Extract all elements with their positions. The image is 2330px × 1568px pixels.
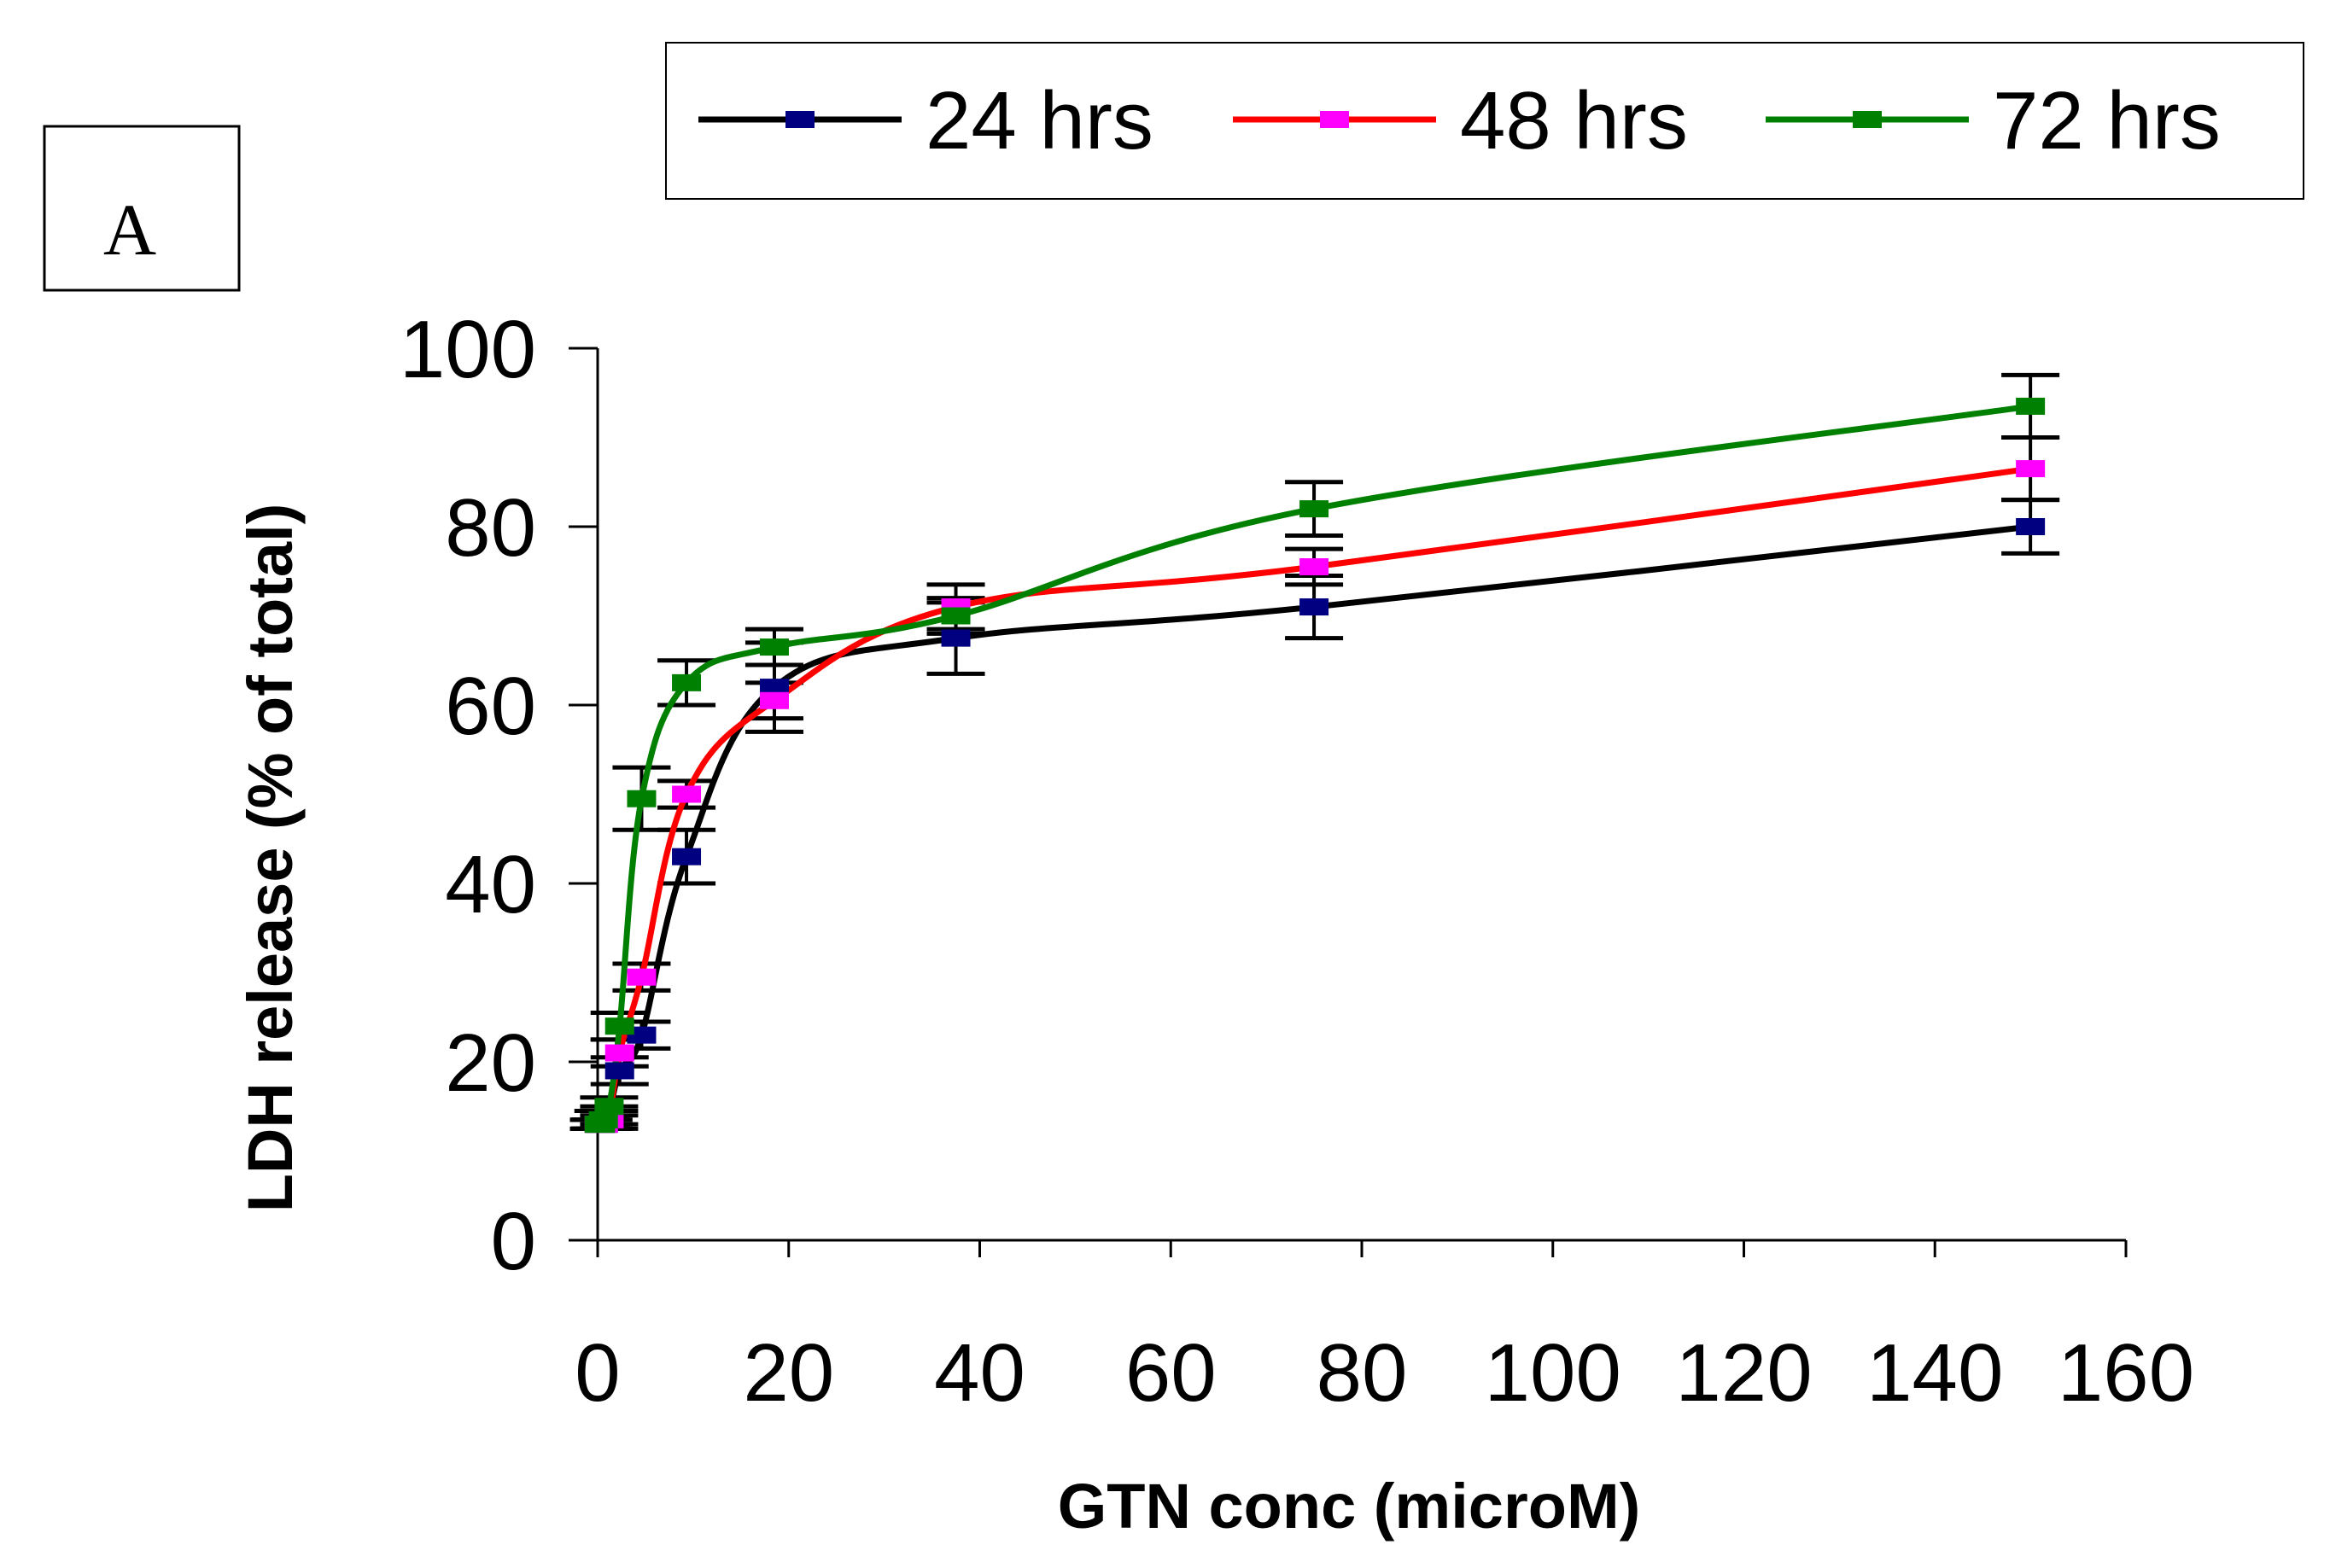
data-point-marker: [604, 1044, 634, 1062]
data-point-marker: [627, 968, 657, 986]
data-point-marker: [2016, 518, 2046, 535]
data-point-marker: [1299, 598, 1329, 616]
legend: 24 hrs 48 hrs 72 hrs: [665, 42, 2304, 200]
data-point-marker: [588, 1110, 618, 1128]
y-tick-label: 60: [445, 661, 536, 752]
data-point-marker: [941, 607, 971, 625]
x-tick-label: 60: [1125, 1327, 1217, 1419]
legend-label: 72 hrs: [1993, 75, 2221, 166]
y-tick-label: 0: [491, 1196, 536, 1287]
x-tick-label: 20: [743, 1327, 834, 1419]
y-tick-label: 20: [445, 1017, 536, 1109]
panel-label-text: A: [103, 189, 156, 271]
legend-marker: [1853, 111, 1882, 128]
legend-box: [665, 42, 2304, 200]
y-tick-label: 40: [445, 839, 536, 930]
data-point-marker: [2016, 460, 2046, 478]
data-point-marker: [627, 1026, 657, 1044]
x-tick-label: 0: [575, 1327, 620, 1419]
data-point-marker: [1299, 558, 1329, 576]
panel-label-box: [43, 125, 241, 292]
data-point-marker: [759, 679, 789, 697]
data-point-marker: [604, 1062, 634, 1080]
x-axis-title: GTN conc (microM): [1058, 1471, 1640, 1542]
data-point-marker: [594, 1098, 624, 1116]
x-tick-label: 120: [1675, 1327, 1812, 1419]
legend-entry-2: 48 hrs: [1233, 75, 1688, 166]
y-tick-label: 80: [445, 482, 536, 574]
y-tick-label: 100: [400, 304, 536, 395]
data-point-marker: [1299, 500, 1329, 518]
data-point-marker: [627, 790, 657, 807]
data-point-marker: [672, 673, 702, 691]
x-tick-label: 100: [1485, 1327, 1621, 1419]
legend-entry-1: 24 hrs: [698, 75, 1153, 166]
x-tick-label: 80: [1317, 1327, 1408, 1419]
legend-label: 24 hrs: [926, 75, 1153, 166]
data-markers: [584, 397, 2046, 1134]
x-tick-label: 140: [1866, 1327, 2003, 1419]
legend-entry-3: 72 hrs: [1766, 75, 2221, 166]
data-point-marker: [941, 629, 971, 647]
data-point-marker: [2016, 397, 2046, 415]
legend-marker: [785, 111, 815, 128]
x-tick-label: 160: [2058, 1327, 2194, 1419]
data-point-marker: [759, 691, 789, 709]
legend-marker: [1320, 111, 1349, 128]
y-axis-title: LDH release (% of total): [235, 504, 306, 1213]
data-point-marker: [759, 638, 789, 656]
legend-label: 48 hrs: [1460, 75, 1688, 166]
error-bars: [569, 372, 2060, 1131]
data-point-marker: [672, 848, 702, 866]
axes: 0 20 40 60 80 100 120 140 160 0 20 40 60 80 100: [400, 304, 2194, 1419]
panel-label: A: [43, 125, 241, 292]
data-point-marker: [672, 785, 702, 803]
x-tick-label: 40: [934, 1327, 1025, 1419]
data-point-marker: [604, 1017, 634, 1035]
